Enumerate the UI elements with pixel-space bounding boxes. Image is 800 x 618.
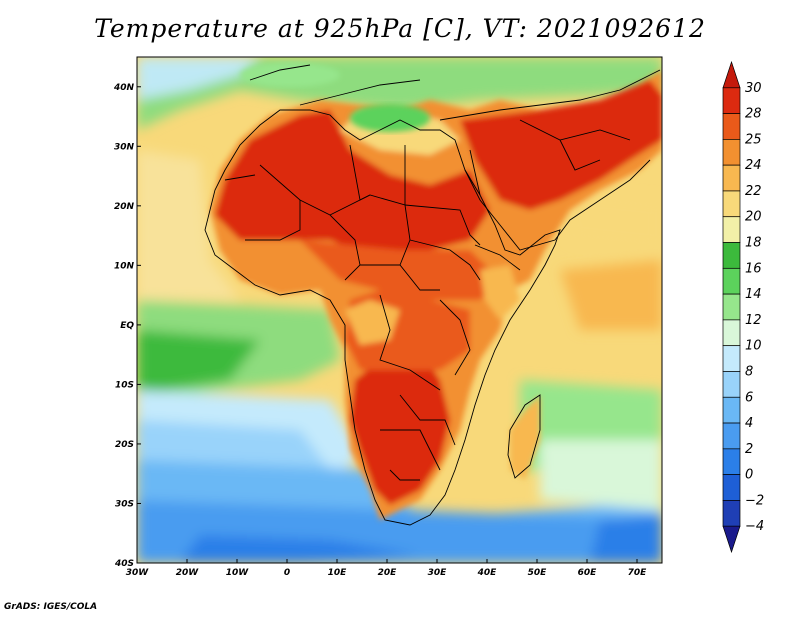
colorbar-swatch <box>722 319 741 347</box>
colorbar-label: 0 <box>745 468 753 483</box>
x-tick-label: 40E <box>477 568 498 578</box>
colorbar-swatch <box>722 190 741 218</box>
x-tick-label: 30W <box>126 568 150 578</box>
colorbar-label: 22 <box>745 184 762 199</box>
x-tick-label: 50E <box>528 568 548 578</box>
x-tick-label: 20E <box>378 568 398 578</box>
colorbar-swatch <box>722 371 741 398</box>
colorbar-label: 14 <box>745 287 762 302</box>
y-tick-label: 40N <box>113 83 135 93</box>
colorbar-label: 24 <box>745 158 762 173</box>
colorbar-swatch <box>722 525 741 554</box>
x-tick-label: 30E <box>428 568 448 578</box>
colorbar-swatch <box>722 474 741 501</box>
credit-text: GrADS: IGES/COLA <box>4 602 98 612</box>
colorbar-swatch <box>722 60 741 89</box>
colorbar-label: 10 <box>745 339 762 354</box>
y-tick-label: 30N <box>114 142 135 152</box>
colorbar-swatch <box>722 267 741 295</box>
colorbar-swatch <box>722 87 741 114</box>
colorbar-label: −4 <box>745 519 764 534</box>
colorbar-swatch <box>722 422 741 450</box>
colorbar-label: −2 <box>745 493 764 508</box>
colorbar-label: 6 <box>745 390 753 405</box>
colorbar-label: 20 <box>745 210 762 225</box>
colorbar-label: 2 <box>745 442 753 457</box>
colorbar-label: 16 <box>745 261 762 276</box>
y-axis: 40N 30N 20N 10N EQ 10S 20S 30S 40S <box>113 83 141 569</box>
map-title: Temperature at 925hPa [C], VT: 202109261… <box>94 14 706 43</box>
colorbar-swatch <box>722 242 741 269</box>
x-tick-label: 70E <box>628 568 648 578</box>
colorbar-label: 12 <box>745 313 762 328</box>
x-tick-label: 20W <box>176 568 200 578</box>
x-axis: 30W 20W 10W 0 10E 20E 30E 40E 50E 60E 70E <box>126 559 647 578</box>
colorbar-swatch <box>722 113 741 140</box>
y-tick-label: 20N <box>114 202 135 212</box>
y-tick-label: 10S <box>115 380 134 390</box>
colorbar-swatch <box>722 448 741 475</box>
coastlines <box>204 64 661 526</box>
colorbar-label: 30 <box>745 81 762 96</box>
y-tick-label: 40S <box>114 559 134 569</box>
colorbar-swatch <box>722 396 741 424</box>
colorbar-label: 18 <box>745 236 762 251</box>
y-tick-label: EQ <box>120 321 134 331</box>
y-tick-label: 10N <box>114 261 135 271</box>
colorbar-swatch <box>722 216 741 243</box>
colorbar-swatch <box>722 164 741 192</box>
y-tick-label: 20S <box>115 440 134 450</box>
colorbar-swatch <box>722 500 741 527</box>
y-tick-label: 30S <box>115 499 134 509</box>
colorbar-swatch <box>722 139 741 166</box>
colorbar-swatch <box>722 293 741 321</box>
x-tick-label: 0 <box>284 568 290 578</box>
x-tick-label: 10W <box>226 568 250 578</box>
colorbar-label: 28 <box>745 107 762 122</box>
colorbar-label: 25 <box>745 132 762 147</box>
colorbar-swatch <box>722 345 741 372</box>
x-tick-label: 60E <box>578 568 598 578</box>
temperature-field <box>137 57 662 563</box>
plot-frame <box>136 56 663 564</box>
x-tick-label: 10E <box>328 568 348 578</box>
colorbar-label: 4 <box>745 416 753 431</box>
colorbar-label: 8 <box>745 364 753 379</box>
